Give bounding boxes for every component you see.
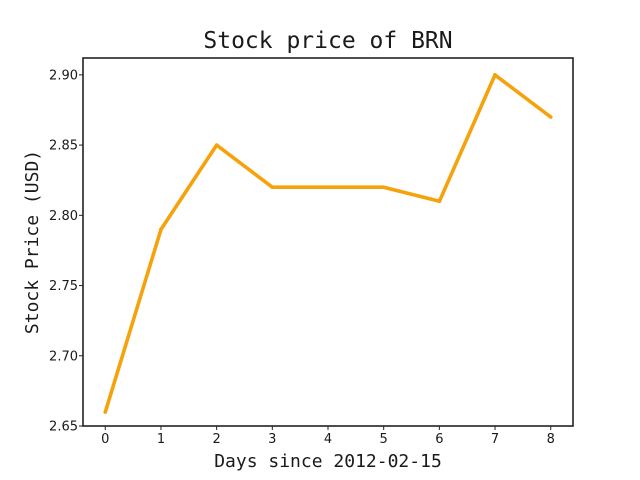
x-tick-label: 4 [324, 432, 332, 447]
y-tick-label: 2.80 [49, 209, 78, 224]
y-tick-label: 2.70 [49, 349, 78, 364]
x-tick-label: 6 [435, 432, 443, 447]
x-axis-label: Days since 2012-02-15 [214, 451, 442, 472]
x-tick-label: 1 [157, 432, 165, 447]
series-layer [103, 73, 553, 414]
y-tick-label: 2.75 [49, 279, 78, 294]
x-tick-label: 5 [380, 432, 388, 447]
data-point [326, 185, 330, 190]
x-tick-label: 2 [212, 432, 220, 447]
x-tick-label: 3 [268, 432, 276, 447]
data-point [381, 185, 386, 190]
y-tick-label: 2.85 [49, 139, 78, 154]
data-point [548, 115, 553, 119]
y-axis-label: Stock Price (USD) [22, 150, 43, 334]
y-tick-label: 2.90 [49, 68, 78, 83]
x-axis: 0 1 2 3 4 5 6 7 8 [101, 426, 555, 447]
x-tick-label: 8 [547, 432, 555, 447]
y-axis: 2.65 2.70 2.75 2.80 2.85 2.90 [49, 68, 83, 435]
data-point [493, 73, 497, 77]
x-tick-label: 0 [101, 432, 109, 447]
data-point [159, 227, 163, 232]
data-point [270, 185, 275, 190]
data-point [437, 199, 442, 204]
y-tick-label: 2.65 [49, 420, 78, 435]
x-tick-label: 7 [491, 432, 499, 447]
data-point [214, 143, 219, 147]
chart-title: Stock price of BRN [203, 28, 452, 54]
series-line [103, 73, 553, 414]
data-point [103, 410, 108, 414]
